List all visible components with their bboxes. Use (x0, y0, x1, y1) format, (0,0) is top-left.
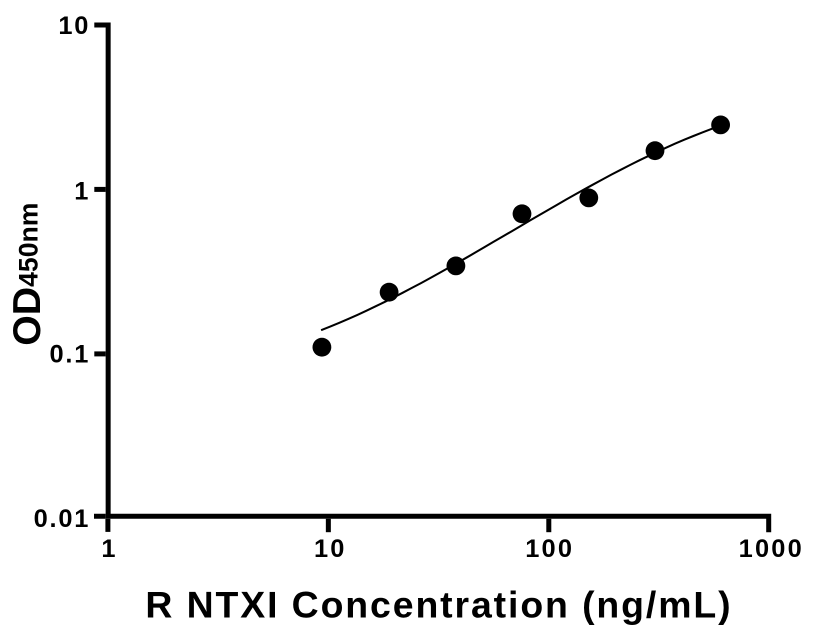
svg-text:1: 1 (74, 177, 90, 205)
svg-text:OD450nm: OD450nm (5, 203, 49, 346)
svg-text:1000: 1000 (739, 535, 804, 563)
svg-text:10: 10 (58, 12, 90, 40)
svg-text:0.01: 0.01 (34, 505, 91, 533)
svg-text:10: 10 (314, 535, 347, 563)
svg-text:R NTXI Concentration (ng/mL): R NTXI Concentration (ng/mL) (145, 584, 732, 626)
svg-text:100: 100 (525, 535, 574, 563)
svg-text:1: 1 (101, 535, 117, 563)
svg-text:0.1: 0.1 (49, 341, 90, 369)
